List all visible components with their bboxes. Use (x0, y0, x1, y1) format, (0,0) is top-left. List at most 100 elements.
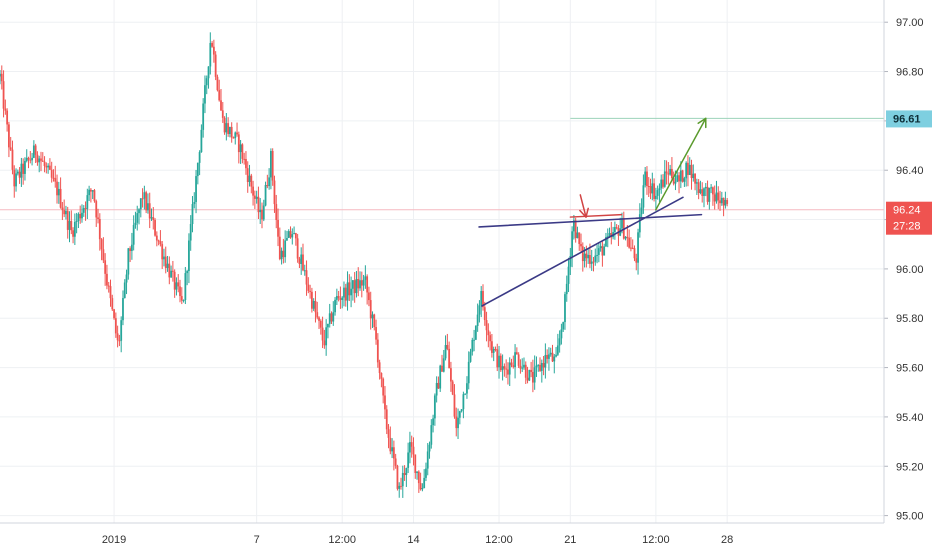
candle-body-down (580, 243, 582, 247)
candle-body-down (519, 365, 522, 369)
candle-body-up (432, 418, 434, 426)
candle-body-down (601, 246, 604, 256)
candle-body-up (594, 255, 597, 262)
candle-body-up (391, 447, 393, 452)
candle-body-up (195, 176, 197, 202)
candle-body-up (123, 282, 126, 299)
candle-body-down (129, 248, 132, 251)
candle-body-up (548, 354, 550, 359)
candle-body-down (41, 160, 44, 162)
candle-body-down (373, 314, 376, 328)
resistance-trendline (478, 213, 703, 228)
candle-body-up (703, 188, 705, 196)
candle-body-up (692, 173, 695, 179)
candle-body-down (54, 178, 57, 182)
candle-body-up (660, 179, 663, 189)
candle-body-up (699, 189, 702, 194)
candle-body-up (460, 409, 463, 412)
candle-body-up (270, 151, 272, 178)
candle-body-up (683, 178, 686, 182)
candle-body-up (426, 451, 429, 469)
candle-body-down (687, 162, 689, 175)
candle-body-up (25, 157, 28, 162)
candle-body-down (309, 290, 312, 292)
candle-body-up (362, 279, 365, 286)
candle-body-up (564, 294, 566, 323)
candle-body-up (189, 224, 192, 241)
candle-body-up (608, 233, 611, 237)
candle-body-up (444, 344, 447, 359)
candle-body-down (330, 313, 333, 322)
candle-body-down (97, 217, 99, 220)
candle-body-up (708, 187, 711, 202)
candle-body-up (492, 349, 495, 353)
candle-body-up (442, 358, 445, 372)
y-tick-label: 95.00 (896, 511, 924, 523)
candle-body-up (350, 288, 353, 296)
candle-body-down (43, 161, 46, 166)
candle-body-up (259, 209, 262, 213)
candle-body-down (161, 244, 164, 260)
candle-body-up (514, 352, 516, 368)
candle-body-up (405, 467, 408, 476)
candle-body-down (232, 137, 235, 139)
candle-body-up (239, 144, 242, 153)
candle-body-down (610, 233, 613, 238)
candle-body-down (483, 307, 486, 321)
candle-body-down (417, 471, 420, 484)
candle-body-down (392, 447, 395, 459)
candle-body-up (20, 163, 23, 178)
candle-body-up (676, 175, 679, 182)
candle-body-down (171, 270, 174, 272)
candle-body-down (389, 437, 392, 452)
candle-body-down (89, 189, 92, 192)
y-tick-label: 95.20 (896, 461, 924, 473)
candle-body-up (474, 326, 477, 340)
candle-body-up (139, 198, 142, 210)
candle-body-down (482, 291, 484, 308)
candle-body-down (323, 340, 326, 346)
candle-body-up (621, 218, 623, 229)
candle-body-down (706, 186, 709, 202)
candle-body-up (462, 394, 465, 410)
candle-body-up (407, 452, 410, 468)
candle-body-down (697, 182, 700, 194)
candle-body-down (45, 165, 48, 168)
candle-body-up (603, 246, 606, 256)
price-labels: 96.61 96.24 27:28 (886, 110, 932, 235)
candle-body-up (605, 237, 607, 247)
candle-body-up (204, 85, 206, 104)
candle-body-down (410, 442, 413, 447)
candle-body-down (4, 108, 7, 111)
candle-body-up (458, 411, 461, 418)
candle-body-down (375, 327, 377, 340)
red-down-arrow-head (579, 207, 589, 218)
candle-body-down (578, 232, 581, 244)
candle-body-down (453, 394, 456, 417)
candle-body-down (296, 238, 299, 259)
candle-body-down (40, 158, 42, 161)
candle-body-down (241, 144, 244, 159)
candle-body-up (196, 162, 199, 177)
candle-body-down (2, 81, 5, 109)
candle-body-down (223, 117, 226, 133)
candle-body-up (430, 425, 433, 445)
candle-body-up (596, 254, 598, 256)
x-tick-label: 12:00 (642, 534, 670, 546)
candle-body-up (150, 217, 153, 219)
candle-body-down (524, 364, 527, 378)
candle-body-down (214, 54, 217, 77)
candle-body-down (499, 355, 502, 371)
candle-body-down (615, 227, 618, 229)
candle-body-down (243, 158, 246, 160)
candle-body-up (398, 485, 401, 489)
candle-body-up (188, 240, 190, 272)
candle-body-down (321, 327, 324, 341)
candle-body-up (351, 280, 354, 289)
candle-body-down (494, 349, 497, 351)
candle-body-up (421, 488, 424, 490)
candle-body-down (72, 230, 74, 237)
candle-body-up (508, 362, 511, 375)
